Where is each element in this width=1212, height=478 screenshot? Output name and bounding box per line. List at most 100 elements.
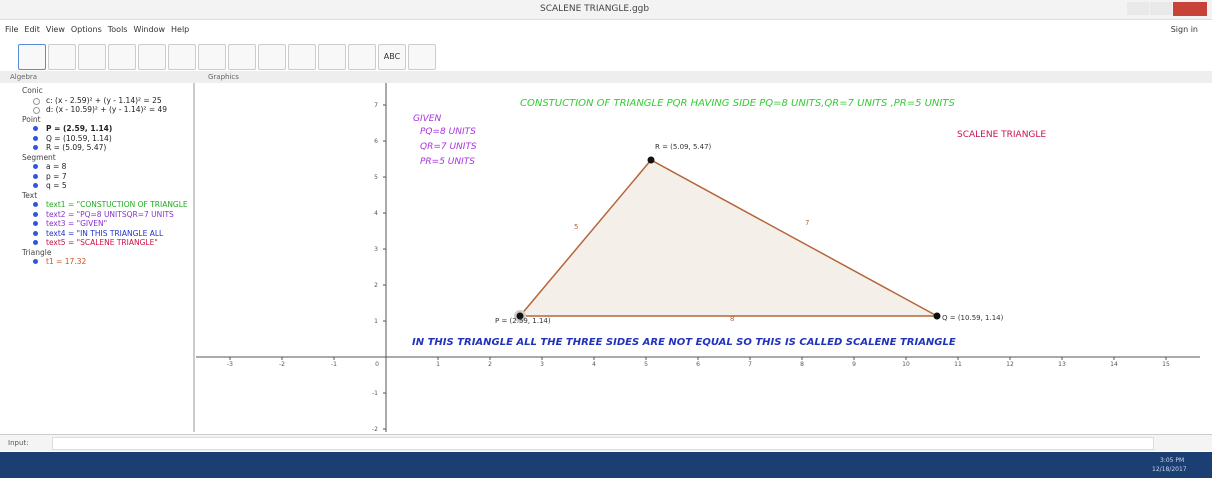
menu-bar: Sign in File Edit View Options Tools Window He… [0,20,1212,38]
x-tick-label: 9 [852,361,856,368]
y-tick-label: 2 [374,282,378,289]
y-tick-label: 1 [374,318,378,325]
tool-button[interactable] [318,44,346,70]
menu-item[interactable]: Window [133,25,165,34]
triangle [520,160,937,316]
menu-item[interactable]: Options [71,25,102,34]
menu-item[interactable]: Tools [108,25,128,34]
visibility-dot[interactable] [33,174,38,179]
y-tick-label: -2 [372,426,378,432]
x-tick-label: 15 [1162,361,1170,368]
graphics-header[interactable]: Graphics [208,73,239,81]
x-tick-label: 4 [592,361,596,368]
tool-button[interactable] [48,44,76,70]
menu-item[interactable]: View [46,25,65,34]
algebra-header[interactable]: Algebra [10,73,37,81]
group-header[interactable]: Conic [0,86,195,95]
x-tick-label: 14 [1110,361,1118,368]
visibility-dot[interactable] [33,98,40,105]
item-text: text4 = "IN THIS TRIANGLE ALL [46,229,163,238]
item-text: text5 = "SCALENE TRIANGLE" [46,238,158,247]
item-text: text2 = "PQ=8 UNITSQR=7 UNITS [46,210,174,219]
algebra-item[interactable]: p = 7 [0,172,193,181]
visibility-dot[interactable] [33,202,38,207]
given-text: QR=7 UNITS [420,142,477,152]
visibility-dot[interactable] [33,164,38,169]
x-tick-label: 12 [1006,361,1014,368]
algebra-item[interactable]: text3 = "GIVEN" [0,219,193,228]
y-tick-label: 7 [374,102,378,109]
tool-button[interactable]: ABC [378,44,406,70]
algebra-item[interactable]: text1 = "CONSTUCTION OF TRIANGLE [0,200,193,209]
algebra-item[interactable]: P = (2.59, 1.14) [0,124,193,133]
tool-button[interactable] [288,44,316,70]
geogebra-window: SCALENE TRIANGLE.ggb Sign in File Edit Vie… [0,0,1212,478]
group-header[interactable]: Text [0,191,195,200]
x-tick-label: 6 [696,361,700,368]
menu-item[interactable]: Help [171,25,189,34]
tool-button[interactable] [18,44,46,70]
algebra-item[interactable]: R = (5.09, 5.47) [0,143,193,152]
visibility-dot[interactable] [33,212,38,217]
group-header[interactable]: Triangle [0,248,195,257]
clock-time: 3:05 PM [1160,457,1184,464]
sign-in[interactable]: Sign in [1171,25,1198,34]
minimize-button[interactable] [1127,2,1149,15]
x-tick-label: 7 [748,361,752,368]
algebra-item[interactable]: Q = (10.59, 1.14) [0,134,193,143]
algebra-item[interactable]: q = 5 [0,181,193,190]
x-tick-label: 8 [800,361,804,368]
tool-button[interactable] [168,44,196,70]
x-tick-label: 1 [436,361,440,368]
algebra-item[interactable]: a = 8 [0,162,193,171]
visibility-dot[interactable] [33,136,38,141]
group-header[interactable]: Segment [0,153,195,162]
tool-button[interactable] [408,44,436,70]
tool-button[interactable] [78,44,106,70]
title-bar: SCALENE TRIANGLE.ggb [0,0,1212,20]
group-header[interactable]: Point [0,115,195,124]
tool-button[interactable] [228,44,256,70]
y-tick-label: 5 [374,174,378,181]
menu-item[interactable]: Edit [24,25,40,34]
algebra-item[interactable]: text4 = "IN THIS TRIANGLE ALL [0,229,193,238]
visibility-dot[interactable] [33,145,38,150]
x-tick-label: 13 [1058,361,1066,368]
input-bar: Input: [0,434,1212,451]
close-button[interactable] [1173,2,1207,16]
maximize-button[interactable] [1150,2,1172,15]
point[interactable] [934,313,941,320]
point-label: Q = (10.59, 1.14) [942,314,1004,322]
point[interactable] [648,157,655,164]
algebra-item[interactable]: d: (x - 10.59)² + (y - 1.14)² = 49 [0,105,193,114]
visibility-dot[interactable] [33,126,38,131]
y-tick-label: 3 [374,246,378,253]
item-text: c: (x - 2.59)² + (y - 1.14)² = 25 [46,96,162,105]
visibility-dot[interactable] [33,221,38,226]
input-field[interactable] [52,437,1154,450]
menu-item[interactable]: File [5,25,18,34]
visibility-dot[interactable] [33,107,40,114]
tool-button[interactable] [108,44,136,70]
y-tick-label: 6 [374,138,378,145]
algebra-item[interactable]: c: (x - 2.59)² + (y - 1.14)² = 25 [0,96,193,105]
point-label: R = (5.09, 5.47) [655,143,712,151]
tool-button[interactable] [258,44,286,70]
x-tick-label: -1 [331,361,337,368]
given-text: PQ=8 UNITS [420,127,476,137]
visibility-dot[interactable] [33,231,38,236]
item-text: text1 = "CONSTUCTION OF TRIANGLE [46,200,188,209]
tool-button[interactable] [138,44,166,70]
visibility-dot[interactable] [33,259,38,264]
tool-button[interactable] [348,44,376,70]
x-tick-label: -3 [227,361,233,368]
visibility-dot[interactable] [33,183,38,188]
algebra-item[interactable]: text2 = "PQ=8 UNITSQR=7 UNITS [0,210,193,219]
clock-date: 12/18/2017 [1152,466,1187,473]
x-tick-label: 10 [902,361,910,368]
visibility-dot[interactable] [33,240,38,245]
algebra-item[interactable]: text5 = "SCALENE TRIANGLE" [0,238,193,247]
item-text: d: (x - 10.59)² + (y - 1.14)² = 49 [46,105,167,114]
algebra-item[interactable]: t1 = 17.32 [0,257,193,266]
tool-button[interactable] [198,44,226,70]
